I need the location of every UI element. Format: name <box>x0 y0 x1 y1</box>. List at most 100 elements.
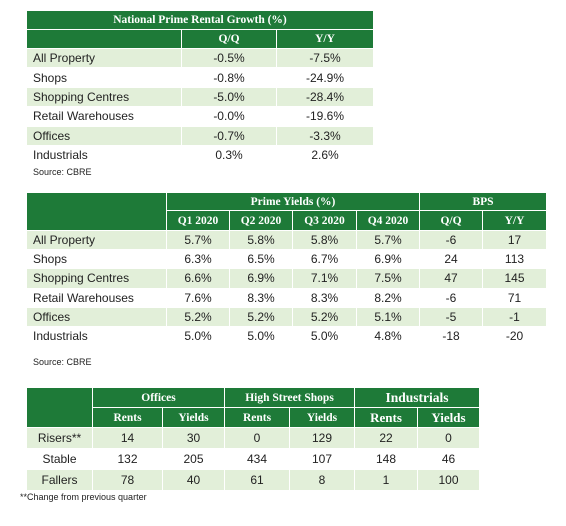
row-label: Offices <box>27 307 167 327</box>
cell-value: 129 <box>290 428 355 449</box>
column-header: Q3 2020 <box>293 211 357 231</box>
cell-value: 17 <box>483 231 547 251</box>
cell-value: 6.5% <box>230 250 293 270</box>
column-header: Yields <box>418 408 480 428</box>
column-header: Y/Y <box>483 211 547 231</box>
cell-value: 148 <box>355 449 418 470</box>
cell-value: 22 <box>355 428 418 449</box>
cell-value: 205 <box>163 449 225 470</box>
column-header: Rents <box>225 408 290 428</box>
cell-value: 5.2% <box>167 307 230 327</box>
cell-value: -5.0% <box>182 87 277 108</box>
source-note: Source: CBRE <box>33 357 92 367</box>
column-header: Y/Y <box>277 30 374 49</box>
cell-value: 24 <box>420 250 483 270</box>
row-label: Shops <box>27 68 182 88</box>
row-label: All Property <box>27 231 167 251</box>
column-header: Yields <box>163 408 225 428</box>
column-header: Q/Q <box>182 30 277 49</box>
cell-value: 8.2% <box>357 288 420 308</box>
cell-value: 5.7% <box>357 231 420 251</box>
cell-value: 4.8% <box>357 327 420 347</box>
cell-value: 6.6% <box>167 269 230 289</box>
header-blank <box>27 193 167 231</box>
cell-value: 5.7% <box>167 231 230 251</box>
cell-value: 6.3% <box>167 250 230 270</box>
cell-value: 40 <box>163 470 225 491</box>
cell-value: 8.3% <box>293 288 357 308</box>
cell-value: -24.9% <box>277 68 374 88</box>
cell-value: 6.9% <box>230 269 293 289</box>
cell-value: 7.5% <box>357 269 420 289</box>
column-header: Rents <box>93 408 163 428</box>
cell-value: 6.7% <box>293 250 357 270</box>
column-header: Q1 2020 <box>167 211 230 231</box>
footnote: **Change from previous quarter <box>20 492 147 502</box>
column-header: Q4 2020 <box>357 211 420 231</box>
row-label: Retail Warehouses <box>27 288 167 308</box>
cell-value: 5.8% <box>230 231 293 251</box>
cell-value: 0 <box>418 428 480 449</box>
cell-value: 78 <box>93 470 163 491</box>
cell-value: 47 <box>420 269 483 289</box>
header-blank <box>27 30 182 49</box>
header-blank <box>27 388 93 428</box>
cell-value: 7.1% <box>293 269 357 289</box>
row-label: Offices <box>27 126 182 146</box>
cell-value: 132 <box>93 449 163 470</box>
cell-value: -6 <box>420 288 483 308</box>
cell-value: 71 <box>483 288 547 308</box>
row-label: Risers** <box>27 428 93 449</box>
cell-value: 46 <box>418 449 480 470</box>
cell-value: 0.3% <box>182 146 277 166</box>
row-label: Shopping Centres <box>27 87 182 108</box>
cell-value: 5.2% <box>293 307 357 327</box>
cell-value: 7.6% <box>167 288 230 308</box>
cell-value: 30 <box>163 428 225 449</box>
row-label: All Property <box>27 49 182 69</box>
row-label: Retail Warehouses <box>27 107 182 127</box>
cell-value: 145 <box>483 269 547 289</box>
cell-value: 5.0% <box>230 327 293 347</box>
cell-value: 8 <box>290 470 355 491</box>
column-header: Rents <box>355 408 418 428</box>
cell-value: -1 <box>483 307 547 327</box>
group-header: High Street Shops <box>225 388 355 408</box>
cell-value: -18 <box>420 327 483 347</box>
cell-value: 113 <box>483 250 547 270</box>
cell-value: -5 <box>420 307 483 327</box>
cell-value: 8.3% <box>230 288 293 308</box>
cell-value: -0.5% <box>182 49 277 69</box>
group-header: BPS <box>420 193 547 211</box>
cell-value: -0.7% <box>182 126 277 146</box>
column-header: Yields <box>290 408 355 428</box>
group-header: Offices <box>93 388 225 408</box>
cell-value: -3.3% <box>277 126 374 146</box>
cell-value: 6.9% <box>357 250 420 270</box>
cell-value: 5.1% <box>357 307 420 327</box>
cell-value: 2.6% <box>277 146 374 166</box>
group-header: Prime Yields (%) <box>167 193 420 211</box>
row-label: Fallers <box>27 470 93 491</box>
cell-value: 107 <box>290 449 355 470</box>
row-label: Stable <box>27 449 93 470</box>
source-note: Source: CBRE <box>33 167 92 177</box>
cell-value: 61 <box>225 470 290 491</box>
cell-value: 0 <box>225 428 290 449</box>
cell-value: -28.4% <box>277 87 374 108</box>
column-header: Q2 2020 <box>230 211 293 231</box>
cell-value: -6 <box>420 231 483 251</box>
row-label: Shopping Centres <box>27 269 167 289</box>
table-title: National Prime Rental Growth (%) <box>27 11 374 30</box>
row-label: Industrials <box>27 327 167 347</box>
cell-value: -20 <box>483 327 547 347</box>
row-label: Industrials <box>27 146 182 166</box>
cell-value: 14 <box>93 428 163 449</box>
cell-value: -7.5% <box>277 49 374 69</box>
cell-value: 5.0% <box>167 327 230 347</box>
cell-value: 100 <box>418 470 480 491</box>
row-label: Shops <box>27 250 167 270</box>
cell-value: -0.0% <box>182 107 277 127</box>
cell-value: 1 <box>355 470 418 491</box>
